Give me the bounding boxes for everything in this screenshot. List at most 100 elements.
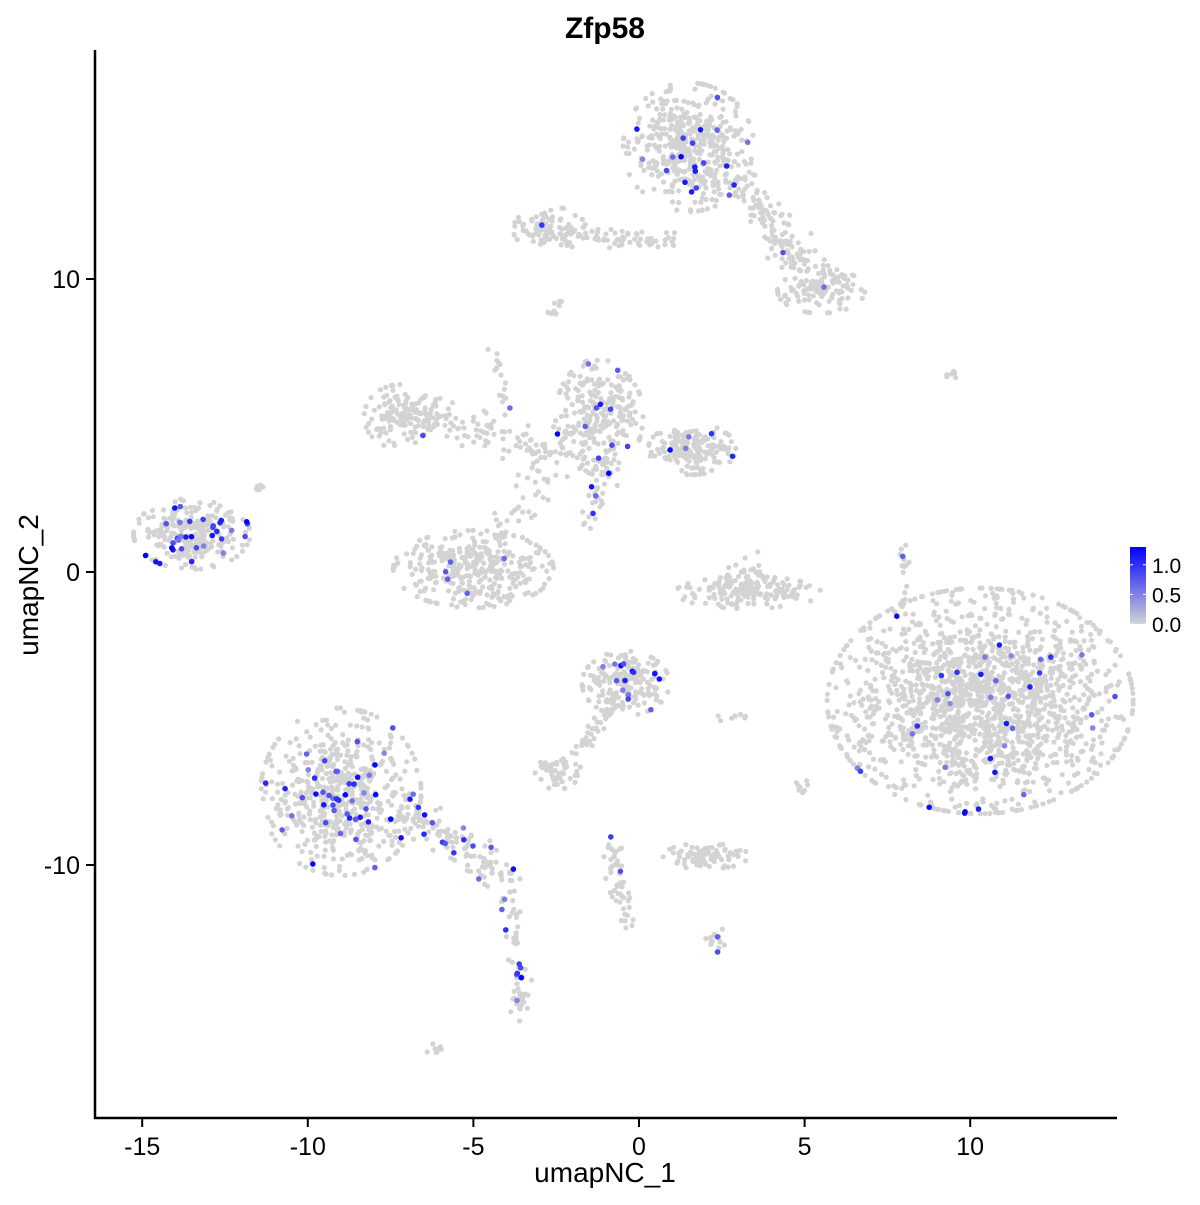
cell-point [275,781,281,787]
cell-point [909,693,915,699]
cell-point [632,382,638,388]
cell-point [1055,677,1061,683]
cell-point [450,423,456,429]
cell-point [1084,701,1090,707]
cell-point [723,135,730,141]
cell-point [826,681,832,688]
cell-point [429,552,435,558]
cell-point [1036,710,1042,716]
cell-point [591,659,597,665]
cell-point [707,152,713,158]
cell-point [889,721,895,727]
cell-point [491,603,497,610]
cell-point [837,306,843,312]
cell-point [626,172,633,178]
cell-point [1039,714,1045,721]
cell-point [633,105,640,111]
cell-point [170,511,176,517]
cell-point [993,600,999,606]
cell-point [977,585,983,591]
cell-point [692,199,698,205]
cell-point [936,768,942,775]
cell-point [506,448,512,454]
cell-point [1053,681,1059,687]
cell-point [847,757,853,764]
cell-point [404,551,410,557]
cell-point [645,660,651,666]
cell-point [584,460,591,466]
cell-point [388,405,394,411]
cell-point [1029,636,1035,642]
cell-point [722,445,728,451]
cell-point [833,660,839,666]
cell-point [794,251,800,257]
cell-point [937,714,944,720]
cell-point [857,687,864,693]
cell-point [878,662,885,668]
cell-point [605,377,611,383]
cell-point [833,685,839,691]
cell-point [557,217,563,223]
cell-point [1050,689,1056,696]
cell-point [449,602,455,608]
cell-point [853,657,859,663]
cell-point [303,790,309,796]
cell-point [842,273,848,279]
cell-point [489,870,495,876]
cell-point [1037,629,1043,635]
cell-point [417,555,423,561]
cell-point [814,300,820,306]
cell-point [671,235,677,242]
cell-point [1005,758,1011,764]
cell-point [317,822,324,828]
cell-point [1046,777,1052,783]
cell-point [837,652,843,659]
cell-point [619,228,625,234]
cell-point [891,674,898,680]
cell-point [563,225,569,231]
cell-point [377,387,383,393]
cell-point [322,828,329,834]
cell-point [927,666,933,672]
cell-point [339,856,345,862]
cell-point [466,573,473,579]
cell-point [745,573,751,579]
cell-point [595,226,601,232]
cell-point [883,734,889,740]
cell-point [997,711,1004,717]
cell-point [663,230,670,236]
cell-point [972,786,979,792]
cell-point [384,392,390,399]
cell-point [497,871,503,877]
cell-point [345,737,351,743]
cell-point [517,909,523,915]
cell-point [520,223,526,229]
cell-point [560,381,566,387]
cell-point [1113,646,1119,652]
cell-point [476,605,482,611]
cell-point [356,857,362,863]
cell-point [321,865,327,871]
cell-point [392,828,398,835]
cell-point [322,847,328,853]
cell-point [974,801,980,807]
cell-point [317,814,323,820]
cell-point [1050,633,1056,640]
cell-point [947,788,953,795]
cell-point [881,628,887,634]
cell-point [171,531,177,537]
cell-point [650,662,657,668]
cell-point [886,730,892,736]
cell-point [1128,678,1134,684]
cell-point [575,398,581,404]
cell-point [950,680,956,687]
cell-point [1094,668,1100,674]
cell-point [330,844,336,851]
cell-point [829,723,836,729]
cell-point [1009,796,1015,802]
cell-point [719,98,726,104]
cell-point [650,655,656,661]
cell-point [161,544,167,550]
cell-point [748,218,754,225]
cell-point [495,549,501,555]
